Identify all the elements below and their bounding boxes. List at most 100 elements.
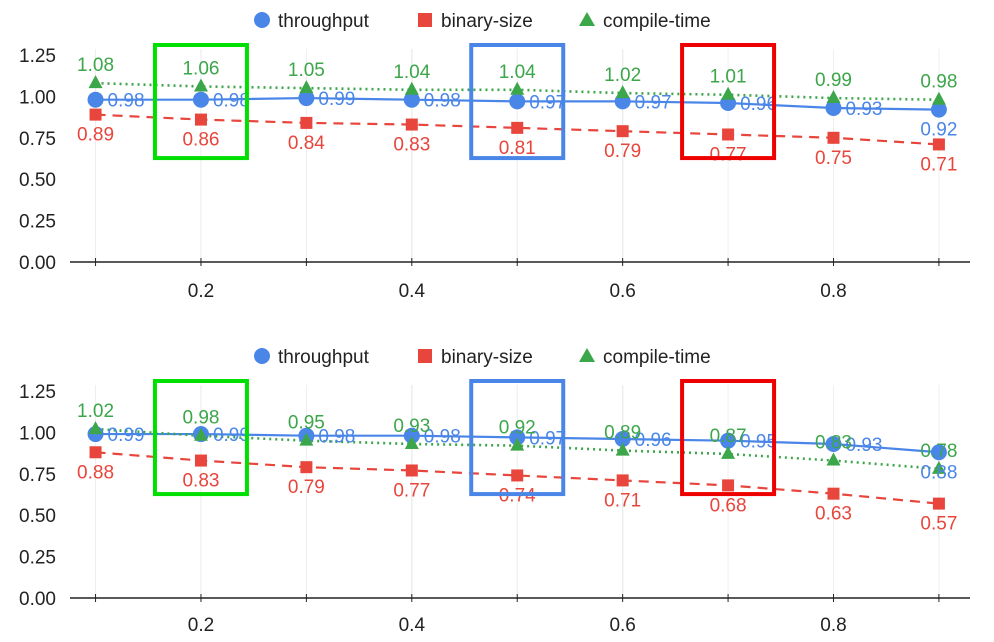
point-compile-time: [404, 435, 419, 449]
data-label-compile-time: 0.98: [182, 408, 219, 429]
data-label-throughput: 0.98: [213, 91, 250, 112]
series-line-compile-time: [95, 427, 940, 471]
data-label-binary-size: 0.83: [393, 135, 430, 156]
data-label-throughput: 0.96: [740, 94, 777, 115]
point-throughput: [720, 432, 737, 449]
data-label-compile-time: 0.98: [920, 72, 957, 93]
chart-panel-1: 0.2 0.4 0.6 0.8 0.00 0.25 0.50 0.75 1.00 1.25 thro…: [19, 11, 970, 302]
point-binary-size: [722, 479, 735, 492]
data-label-compile-time: 1.02: [604, 65, 641, 86]
point-binary-size: [932, 497, 945, 510]
point-compile-time: [931, 91, 946, 105]
point-throughput: [87, 91, 104, 108]
y-tick-label: 0.00: [19, 589, 56, 610]
chart-panel-2: 0.2 0.4 0.6 0.8 0.00 0.25 0.50 0.75 1.00 1.25 thro…: [19, 347, 970, 636]
x-tick-label: 0.4: [399, 615, 426, 636]
data-label-binary-size: 0.71: [920, 154, 957, 175]
point-throughput: [509, 93, 526, 110]
point-binary-size: [722, 128, 735, 141]
data-label-throughput: 0.98: [108, 91, 145, 112]
data-label-compile-time: 1.04: [393, 62, 430, 83]
data-label-compile-time: 0.99: [815, 70, 852, 91]
legend-square-icon: [418, 13, 432, 27]
point-throughput: [930, 444, 947, 461]
data-label-compile-time: 1.02: [77, 401, 114, 422]
point-binary-size: [616, 125, 629, 138]
highlight-box-red: [680, 379, 777, 497]
data-label-binary-size: 0.79: [288, 477, 325, 498]
y-tick-label: 1.00: [19, 87, 56, 108]
point-compile-time: [193, 78, 208, 92]
point-compile-time: [88, 75, 103, 89]
data-label-throughput: 0.99: [318, 89, 355, 110]
legend-label-throughput: throughput: [278, 11, 370, 32]
data-label-compile-time: 0.83: [815, 433, 852, 454]
point-compile-time: [615, 442, 630, 456]
y-tick-label: 0.25: [19, 548, 56, 569]
data-label-throughput: 0.99: [213, 425, 250, 446]
y-tick-label: 0.50: [19, 506, 56, 527]
point-throughput: [930, 101, 947, 118]
data-label-throughput: 0.88: [920, 462, 957, 483]
data-label-throughput: 0.97: [529, 92, 566, 113]
data-label-compile-time: 1.08: [77, 55, 114, 76]
data-label-throughput: 0.97: [635, 92, 672, 113]
data-label-binary-size: 0.79: [604, 141, 641, 162]
y-tick-label: 1.00: [19, 423, 56, 444]
data-label-binary-size: 0.63: [815, 504, 852, 525]
x-tick-label: 0.4: [399, 281, 426, 302]
data-label-throughput: 0.93: [845, 435, 882, 456]
highlight-box-green: [152, 43, 249, 161]
data-label-throughput: 0.97: [529, 428, 566, 449]
point-binary-size: [405, 118, 418, 131]
data-label-compile-time: 0.87: [710, 426, 747, 447]
point-compile-time: [510, 81, 525, 95]
point-throughput: [403, 91, 420, 108]
data-label-throughput: 0.92: [920, 120, 957, 141]
legend: throughput binary-size compile-time: [254, 347, 711, 368]
data-label-throughput: 0.95: [740, 432, 777, 453]
highlight-box-red: [680, 43, 777, 161]
legend-circle-icon: [254, 12, 270, 28]
data-label-compile-time: 0.95: [288, 413, 325, 434]
point-throughput: [614, 431, 631, 448]
y-tick-label: 1.25: [19, 46, 56, 67]
data-label-compile-time: 1.05: [288, 60, 325, 81]
data-label-throughput: 0.98: [318, 427, 355, 448]
point-binary-size: [194, 454, 207, 467]
legend-label-binary-size: binary-size: [441, 347, 533, 368]
x-tick-label: 0.6: [609, 281, 635, 302]
point-compile-time: [721, 445, 736, 459]
x-tick-label: 0.2: [188, 281, 214, 302]
point-compile-time: [510, 437, 525, 451]
data-label-binary-size: 0.88: [77, 462, 114, 483]
data-label-throughput: 0.98: [424, 427, 461, 448]
x-tick-label: 0.2: [188, 615, 214, 636]
data-label-binary-size: 0.57: [920, 514, 957, 535]
point-compile-time: [88, 421, 103, 435]
data-label-binary-size: 0.68: [710, 495, 747, 516]
point-binary-size: [300, 116, 313, 129]
data-label-throughput: 0.96: [635, 430, 672, 451]
data-label-binary-size: 0.71: [604, 490, 641, 511]
y-tick-label: 0.75: [19, 129, 56, 150]
data-label-binary-size: 0.77: [710, 144, 747, 165]
data-label-compile-time: 0.93: [393, 416, 430, 437]
legend: throughput binary-size compile-time: [254, 11, 711, 32]
data-label-binary-size: 0.89: [77, 125, 114, 146]
point-throughput: [825, 99, 842, 116]
x-tick-label: 0.8: [820, 615, 846, 636]
point-binary-size: [89, 108, 102, 121]
data-label-binary-size: 0.77: [393, 480, 430, 501]
point-binary-size: [511, 121, 524, 134]
y-tick-label: 1.25: [19, 382, 56, 403]
point-compile-time: [193, 427, 208, 441]
point-binary-size: [932, 138, 945, 151]
data-label-binary-size: 0.86: [182, 130, 219, 151]
data-label-compile-time: 1.01: [710, 67, 747, 88]
point-compile-time: [826, 452, 841, 466]
point-binary-size: [300, 461, 313, 474]
legend-circle-icon: [254, 348, 270, 364]
point-compile-time: [721, 86, 736, 100]
